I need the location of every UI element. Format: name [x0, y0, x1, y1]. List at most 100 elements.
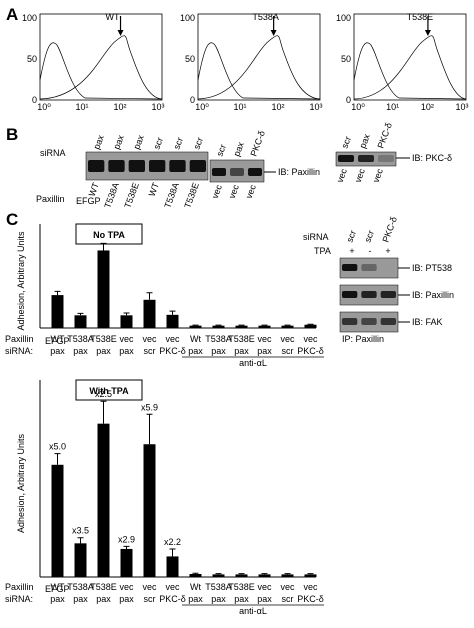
histogram-label: T538A [252, 12, 279, 22]
blot-band [380, 318, 396, 325]
bar [304, 574, 317, 577]
blot-band [342, 318, 358, 325]
arrow-head [424, 30, 431, 36]
x-tick-label: 10⁰ [195, 102, 209, 112]
x-tick-label: pax [119, 346, 134, 356]
lane-label: scr [362, 229, 376, 244]
lane-label: PKC-δ [375, 121, 393, 149]
x-tick-label: vec [119, 582, 134, 592]
blot-label: IB: Paxillin [412, 290, 454, 300]
blot-band [338, 155, 354, 162]
x-tick-label: 10¹ [233, 102, 246, 112]
lane-label: WT [87, 181, 101, 198]
x-tick-label: pax [234, 346, 249, 356]
x-tick-label: vec [280, 334, 295, 344]
x-tick-label: scr [282, 594, 294, 604]
x-tick-label: 10⁰ [351, 102, 365, 112]
fold-label: x2.9 [118, 534, 135, 544]
row-label: Paxillin [36, 194, 65, 204]
lane-label: vec [210, 183, 224, 200]
row-label: TPA [314, 246, 331, 256]
error-bar [169, 310, 176, 315]
x-tick-label: 10² [421, 102, 434, 112]
bar [212, 325, 225, 328]
bar [258, 574, 271, 577]
chart-title: With TPA [89, 386, 129, 396]
bar [212, 574, 225, 577]
row-label-sub: EFGP [45, 584, 70, 594]
bar [235, 325, 248, 328]
blot-band [378, 155, 394, 162]
x-tick-label: pax [211, 594, 226, 604]
x-tick-label: vec [257, 334, 272, 344]
bar [189, 574, 202, 577]
y-axis-title: Adhesion, Arbitrary Units [16, 433, 26, 533]
x-tick-label: pax [234, 594, 249, 604]
lane-label: vec [335, 167, 349, 184]
x-tick-label: pax [257, 594, 272, 604]
bar [235, 574, 248, 577]
x-tick-label: T538E [90, 582, 117, 592]
x-tick-label: 10³ [309, 102, 322, 112]
x-tick-label: vec [165, 582, 180, 592]
x-tick-label: Wt [190, 334, 201, 344]
lane-label: scr [171, 136, 185, 151]
lane-label: scr [151, 136, 165, 151]
x-tick-label: vec [165, 334, 180, 344]
error-bar [54, 290, 61, 296]
bar [304, 324, 317, 328]
histogram-frame [353, 13, 467, 101]
group-label: anti-αL [239, 358, 267, 368]
y-tick-label: 0 [190, 95, 195, 105]
histogram-curve [39, 35, 163, 100]
group-label: anti-αL [239, 606, 267, 616]
x-tick-label: pax [50, 594, 65, 604]
blot-label: IB: PT538 [412, 263, 452, 273]
error-bar [77, 312, 84, 316]
histogram-curve [197, 35, 321, 100]
x-tick-label: vec [303, 582, 318, 592]
lane-label: vec [371, 167, 385, 184]
y-tick-label: 50 [27, 54, 37, 64]
lane-label: T538E [182, 181, 200, 209]
x-tick-label: T538A [205, 334, 232, 344]
blot-band [342, 264, 358, 271]
lane-label: scr [214, 143, 228, 158]
blot-band [342, 291, 358, 298]
fold-label: x2.5 [95, 389, 112, 399]
x-tick-label: 10³ [151, 102, 164, 112]
panel-label: C [6, 210, 18, 229]
blot-band [108, 160, 125, 172]
x-tick-label: pax [96, 346, 111, 356]
row-label: siRNA [40, 148, 66, 158]
x-tick-label: pax [257, 346, 272, 356]
panel-label: B [6, 125, 18, 144]
y-tick-label: 50 [185, 54, 195, 64]
x-tick-label: WT [51, 582, 65, 592]
bar [258, 325, 271, 328]
histogram-label: WT [106, 12, 120, 22]
bar [143, 444, 156, 577]
lane-label: pax [131, 133, 146, 151]
x-tick-label: vec [280, 582, 295, 592]
blot-label: IB: Paxillin [278, 167, 320, 177]
bar [74, 543, 87, 577]
title-box [75, 379, 143, 401]
bar [51, 464, 64, 577]
y-axis-title: Adhesion, Arbitrary Units [16, 231, 26, 331]
x-tick-label: T538A [205, 582, 232, 592]
blot-band [361, 264, 377, 271]
row-label: siRNA: [5, 594, 33, 604]
blot-band [380, 291, 396, 298]
error-bar [261, 573, 268, 575]
blot-band [212, 168, 226, 176]
lane-label: T538A [162, 181, 180, 209]
x-tick-label: T538A [67, 582, 94, 592]
x-tick-label: scr [144, 346, 156, 356]
bar [281, 574, 294, 577]
blot-band [128, 160, 145, 172]
x-tick-label: vec [303, 334, 318, 344]
bar [166, 556, 179, 577]
error-bar [146, 292, 153, 300]
row-label-sub: EFGP [76, 196, 101, 206]
